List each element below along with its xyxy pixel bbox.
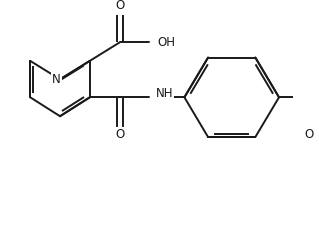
Text: O: O [115,0,124,12]
Text: N: N [52,73,61,86]
Text: O: O [115,128,124,141]
Text: OH: OH [158,36,175,49]
Text: O: O [304,128,314,141]
Text: NH: NH [156,87,174,100]
